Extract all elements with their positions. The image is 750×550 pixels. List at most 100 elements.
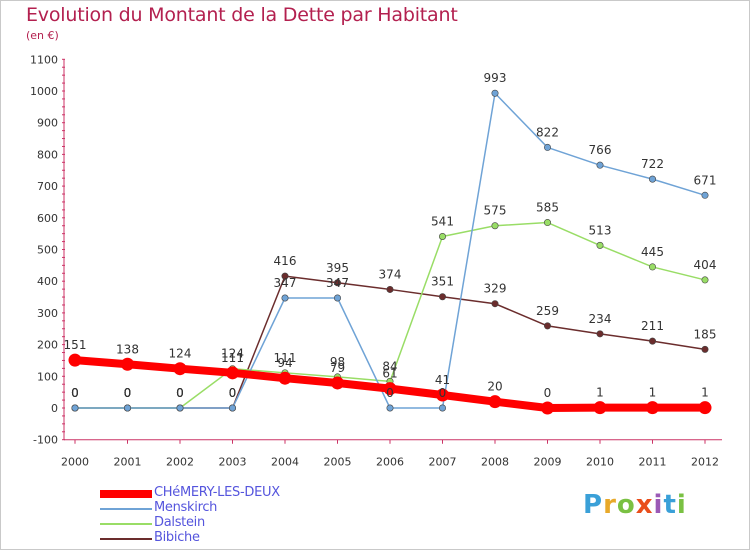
data-point bbox=[701, 276, 709, 284]
data-point bbox=[331, 376, 344, 390]
data-point bbox=[226, 366, 239, 380]
data-point bbox=[698, 401, 712, 415]
data-label: 0 bbox=[71, 386, 79, 400]
data-label: 1 bbox=[596, 386, 604, 400]
data-label: 20 bbox=[487, 380, 502, 394]
logo-letter: i bbox=[653, 490, 664, 520]
data-label: 0 bbox=[176, 386, 184, 400]
data-point bbox=[543, 219, 551, 227]
data-point bbox=[491, 89, 499, 97]
y-tick-label: 600 bbox=[37, 212, 58, 225]
logo-letter: r bbox=[603, 490, 617, 520]
chart-title: Evolution du Montant de la Dette par Hab… bbox=[26, 4, 458, 26]
data-label: 138 bbox=[116, 342, 139, 356]
data-point bbox=[176, 404, 184, 412]
data-point bbox=[229, 404, 237, 412]
data-label: 234 bbox=[589, 312, 612, 326]
logo-letter: t bbox=[663, 490, 677, 520]
data-label: 1 bbox=[649, 386, 657, 400]
data-label: 0 bbox=[176, 386, 184, 400]
data-point bbox=[383, 382, 397, 396]
x-tick-label: 2007 bbox=[429, 456, 457, 469]
data-label: 404 bbox=[694, 258, 717, 272]
data-label: 111 bbox=[274, 351, 297, 365]
y-tick-label: 0 bbox=[51, 402, 58, 415]
data-point bbox=[281, 272, 289, 280]
data-label: 0 bbox=[544, 386, 552, 400]
x-tick-label: 2008 bbox=[481, 456, 509, 469]
data-label: 151 bbox=[64, 338, 87, 352]
data-label: 585 bbox=[536, 201, 559, 215]
data-point bbox=[646, 401, 659, 415]
data-point bbox=[543, 322, 551, 330]
x-tick-label: 2006 bbox=[376, 456, 404, 469]
chart-subtitle: (en €) bbox=[26, 29, 59, 42]
data-label: 0 bbox=[439, 386, 447, 400]
legend-swatch bbox=[100, 523, 152, 525]
data-point bbox=[701, 345, 709, 353]
data-label: 94 bbox=[277, 356, 292, 370]
data-label: 766 bbox=[589, 143, 612, 157]
x-tick-label: 2000 bbox=[61, 456, 89, 469]
data-label: 98 bbox=[330, 355, 345, 369]
x-tick-label: 2002 bbox=[166, 456, 194, 469]
data-label: 445 bbox=[641, 245, 664, 259]
y-tick-label: 100 bbox=[37, 370, 58, 383]
y-tick-label: 1000 bbox=[30, 85, 58, 98]
data-point bbox=[121, 357, 134, 371]
data-point bbox=[593, 401, 607, 415]
data-label: 259 bbox=[536, 304, 559, 318]
y-tick-label: 200 bbox=[37, 339, 58, 352]
data-point bbox=[648, 175, 656, 183]
data-label: 111 bbox=[221, 351, 244, 365]
data-label: 124 bbox=[221, 347, 244, 361]
proxiti-logo: Proxiti bbox=[583, 490, 687, 520]
data-label: 0 bbox=[229, 386, 237, 400]
data-label: 0 bbox=[124, 386, 132, 400]
y-tick-label: -100 bbox=[33, 434, 58, 447]
data-label: 416 bbox=[274, 254, 297, 268]
data-label: 185 bbox=[694, 327, 717, 341]
legend-swatch bbox=[100, 538, 152, 540]
y-tick-label: 700 bbox=[37, 180, 58, 193]
legend-label: Dalstein bbox=[154, 515, 205, 530]
legend-label: Menskirch bbox=[154, 500, 218, 515]
y-tick-label: 800 bbox=[37, 148, 58, 161]
data-label: 0 bbox=[176, 386, 184, 400]
data-point bbox=[386, 285, 394, 293]
x-tick-label: 2011 bbox=[639, 456, 667, 469]
data-point bbox=[278, 371, 292, 385]
data-label: 575 bbox=[484, 204, 507, 218]
data-label: 41 bbox=[435, 373, 450, 387]
data-point bbox=[436, 388, 449, 402]
logo-letter: P bbox=[583, 490, 604, 520]
data-label: 671 bbox=[694, 173, 717, 187]
data-point bbox=[438, 404, 446, 412]
data-point bbox=[491, 300, 499, 308]
data-label: 0 bbox=[124, 386, 132, 400]
data-label: 993 bbox=[484, 71, 507, 85]
data-point bbox=[386, 404, 394, 412]
legend-swatch bbox=[100, 508, 152, 510]
data-label: 84 bbox=[382, 359, 397, 373]
data-point bbox=[438, 293, 446, 301]
y-tick-label: 300 bbox=[37, 307, 58, 320]
data-point bbox=[488, 395, 502, 409]
x-tick-label: 2012 bbox=[691, 456, 719, 469]
data-point bbox=[71, 404, 79, 412]
data-point bbox=[596, 330, 604, 338]
data-label: 822 bbox=[536, 125, 559, 139]
data-label: 347 bbox=[274, 276, 297, 290]
data-label: 1 bbox=[701, 386, 709, 400]
data-point bbox=[596, 161, 604, 169]
data-label: 0 bbox=[386, 386, 394, 400]
data-point bbox=[173, 362, 187, 376]
x-tick-label: 2001 bbox=[114, 456, 142, 469]
data-point bbox=[68, 353, 82, 367]
data-label: 0 bbox=[71, 386, 79, 400]
y-tick-label: 900 bbox=[37, 117, 58, 130]
logo-letter: i bbox=[676, 490, 687, 520]
x-tick-label: 2003 bbox=[219, 456, 247, 469]
data-label: 541 bbox=[431, 215, 454, 229]
